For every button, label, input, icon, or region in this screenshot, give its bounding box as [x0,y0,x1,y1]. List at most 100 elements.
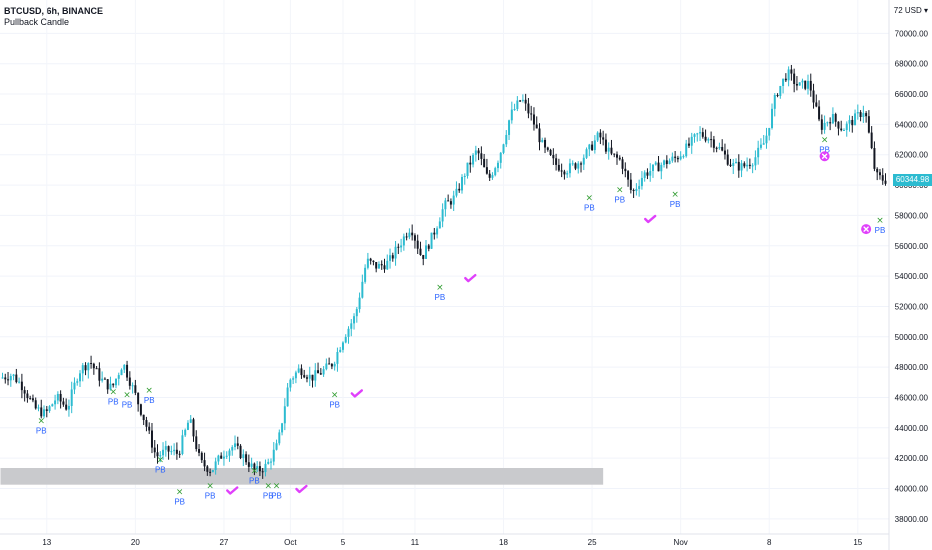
pb-label: PB [122,400,133,409]
x-tick-label: 15 [853,538,862,547]
candle-body [560,170,563,172]
candle-body [737,161,740,171]
candle-body [696,133,699,135]
candle-body [627,171,630,180]
candle-body [103,378,106,380]
candle-body [831,114,834,124]
pb-label: PB [329,400,340,409]
candle-body [660,164,663,172]
candle-body [150,430,153,448]
candle-body [718,147,721,149]
candle-body [613,153,616,155]
pullback-x-marker: × [109,387,117,397]
candle-body [466,162,469,176]
check-icon [226,486,239,495]
candle-body [37,407,40,409]
candle-body [261,471,264,473]
candle-body [416,240,419,249]
candle-body [62,401,65,405]
candle-body [602,137,605,140]
candle-body [438,221,441,229]
candle-body [624,168,627,172]
y-tick-label: 40000.00 [895,484,929,493]
candle-body [851,119,854,126]
y-tick-label: 64000.00 [895,120,929,129]
pullback-x-marker: × [251,466,259,476]
candle-body [156,452,159,457]
candle-body [134,385,137,393]
currency-selector[interactable]: 72 USD ▾ [893,6,928,15]
candle-body [690,136,693,146]
candle-body [375,261,378,269]
candle-body [754,157,757,166]
pb-label: PB [174,498,185,507]
candles [1,64,887,479]
candle-body [400,245,403,248]
candle-body [427,245,430,249]
pullback-x-marker: × [176,488,184,498]
candle-body [92,363,95,369]
candle-body [109,383,112,390]
candle-body [566,173,569,175]
candle-body [707,139,710,141]
candle-body [87,363,90,371]
candle-body [701,132,704,137]
candle-body [784,78,787,81]
candle-body [729,164,732,167]
candle-body [735,161,738,164]
candle-body [859,112,862,117]
candle-body [759,144,762,148]
candle-body [524,99,527,104]
candle-body [353,316,356,324]
candle-body [458,188,461,191]
candle-body [314,370,317,381]
y-tick-label: 38000.00 [895,515,929,524]
candle-body [513,109,516,111]
y-tick-label: 62000.00 [895,151,929,160]
candle-body [588,144,591,150]
candle-body [530,113,533,115]
candle-body [710,139,713,141]
candle-body [505,134,508,145]
candle-body [217,455,220,462]
candle-body [884,180,887,184]
candle-body [585,149,588,158]
pb-label: PB [263,491,274,500]
candle-body [178,453,181,455]
candle-body [117,375,120,379]
support-zone [0,468,604,485]
candle-body [873,148,876,169]
candle-body [732,163,735,167]
candle-body [721,147,724,151]
candle-body [43,409,46,417]
candle-body [297,368,300,373]
check-icon [350,389,364,398]
indicator-name[interactable]: Pullback Candle [4,17,70,27]
candle-body [532,114,535,125]
candle-body [275,443,278,450]
candle-body [447,200,450,202]
candle-body [580,163,583,165]
candle-body [184,429,187,436]
pb-label: PB [271,491,282,500]
y-tick-label: 54000.00 [895,272,929,281]
candle-body [665,160,668,164]
x-tick-label: Oct [284,538,297,547]
candle-body [477,150,480,154]
y-tick-label: 70000.00 [895,29,929,38]
check-icon [644,214,657,224]
candle-body [253,463,256,470]
candle-body [726,154,729,165]
candle-body [380,264,383,266]
candle-body [269,461,272,463]
candle-body [101,378,104,381]
candle-body [29,398,32,400]
candle-body [768,127,771,136]
pullback-x-marker: × [206,481,214,491]
candle-body [206,466,209,472]
candle-body [820,119,823,130]
candle-body [383,265,386,270]
candle-body [347,328,350,337]
